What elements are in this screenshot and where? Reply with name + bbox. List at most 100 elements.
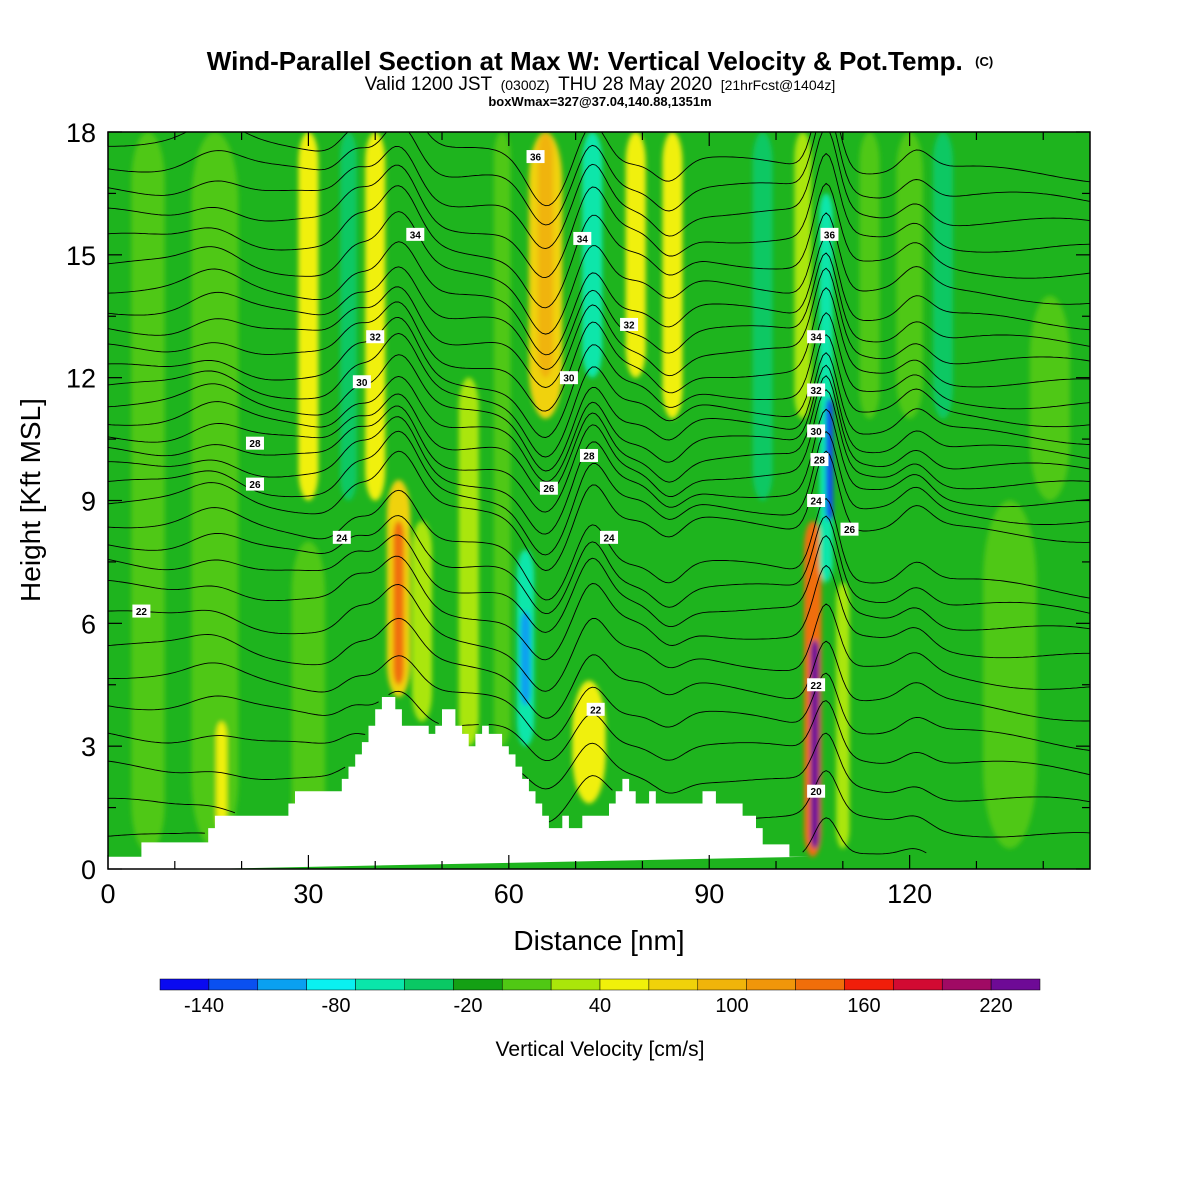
contour-label-text: 24	[811, 497, 823, 508]
contour-label: 28	[245, 436, 264, 450]
theta-contour-line	[108, 584, 1090, 692]
contour-label: 32	[807, 383, 826, 397]
colorbar-segment	[941, 978, 992, 991]
contour-label-text: 34	[410, 230, 422, 241]
contour-label-text: 28	[583, 451, 595, 462]
valid-time-zulu: (0300Z)	[501, 77, 550, 93]
contour-label-box	[810, 453, 829, 467]
colorbar-title: Vertical Velocity [cm/s]	[496, 1038, 705, 1061]
contour-label-box	[526, 150, 545, 164]
valid-time: Valid 1200 JST	[365, 74, 493, 95]
contour-label-text: 34	[577, 234, 589, 245]
colorbar-segment	[257, 978, 307, 991]
colorbar-segment	[893, 978, 943, 991]
x-tick-label: 90	[694, 879, 724, 909]
velocity-feature	[458, 377, 479, 747]
velocity-feature	[933, 132, 954, 419]
velocity-feature	[538, 132, 553, 378]
contour-label-box	[600, 530, 619, 544]
contour-labels: 34 36 34 36 32 32 34 30 30 32 30 28 28 28 26 26 24 26 24 24…	[132, 150, 859, 798]
y-tick-label: 15	[66, 241, 96, 271]
contour-label-box	[840, 522, 859, 536]
contour-label: 22	[586, 702, 605, 716]
colorbar-segment	[550, 978, 601, 991]
contour-label-box	[352, 375, 371, 389]
colorbar-segment	[404, 978, 454, 991]
y-tick-label: 0	[81, 855, 96, 885]
copyright-mark: (C)	[975, 54, 993, 69]
contour-label-box	[132, 604, 151, 618]
theta-contour-line	[108, 152, 1090, 279]
theta-contour-line	[108, 182, 1090, 309]
contour-label-box	[807, 494, 826, 507]
contour-label-box	[332, 530, 351, 544]
contour-label-box	[539, 481, 558, 495]
plot-area: 34 36 34 36 32 32 34 30 30 32 30 28 28 28 26 26 24 26 24 24…	[108, 132, 1090, 912]
contour-label: 34	[573, 231, 592, 245]
velocity-feature	[859, 132, 880, 419]
theta-contour-line	[108, 267, 1090, 388]
y-tick-label: 12	[66, 364, 96, 394]
velocity-feature	[810, 639, 820, 849]
velocity-feature	[520, 611, 531, 706]
theta-contour-line	[108, 375, 1090, 495]
colorbar-segment	[159, 978, 210, 991]
theta-contour-line	[108, 364, 1090, 482]
colorbar-segment	[697, 978, 747, 991]
colorbar-segment	[306, 978, 356, 991]
theta-contour-line	[108, 430, 1090, 556]
theta-contours	[108, 132, 1090, 912]
theta-contour-line	[108, 132, 1090, 226]
terrain	[108, 697, 810, 869]
contour-label: 24	[807, 494, 826, 508]
y-tick-label: 6	[81, 609, 96, 639]
velocity-feature	[340, 132, 357, 501]
theta-contour-line	[108, 534, 1090, 633]
contour-label-text: 30	[356, 378, 368, 389]
contour-label: 32	[366, 330, 385, 344]
contour-label-text: 24	[336, 533, 348, 544]
colorbar-tick-label: -80	[322, 995, 351, 1017]
theta-contour-line	[108, 132, 1090, 207]
contour-label-box	[579, 448, 598, 462]
contour-label: 24	[332, 530, 351, 544]
contour-label: 26	[245, 477, 264, 491]
contour-label-text: 36	[530, 153, 542, 164]
contour-label: 26	[840, 522, 859, 536]
theta-contour-line	[108, 132, 1090, 250]
contour-label: 30	[352, 375, 371, 389]
colorbar-segment	[208, 978, 259, 991]
theta-contour-line	[108, 211, 1090, 335]
colorbar-segment	[844, 978, 894, 991]
colorbar-tick-label: -140	[184, 995, 224, 1017]
contour-label-box	[586, 702, 605, 716]
contour-label-box	[620, 317, 639, 331]
contour-label-text: 24	[603, 533, 615, 544]
theta-contour-line	[108, 690, 1090, 776]
contour-label: 22	[132, 604, 151, 618]
theta-contour-line	[108, 515, 1090, 615]
contour-label-text: 36	[824, 230, 836, 241]
theta-contour-line	[108, 252, 1090, 370]
contour-label-box	[245, 436, 264, 450]
velocity-feature	[582, 132, 603, 378]
colorbar-tick-label: 160	[847, 995, 880, 1017]
contour-label-text: 34	[811, 333, 823, 344]
velocity-feature	[572, 680, 606, 804]
colorbar-tick-label: 220	[979, 995, 1012, 1017]
theta-contour-line	[108, 389, 1090, 513]
x-tick-label: 120	[887, 879, 932, 909]
contour-label: 36	[526, 150, 545, 164]
contour-label-box	[807, 784, 826, 798]
colorbar-segment	[746, 978, 796, 991]
contour-label-box	[807, 678, 826, 692]
colorbar-segment	[501, 978, 552, 991]
contour-label: 26	[539, 481, 558, 495]
colorbar: -140 -80 -20 40 100 160 220	[159, 978, 1041, 1017]
velocity-feature	[393, 520, 404, 685]
chart-subtitle: Valid 1200 JST (0300Z) THU 28 May 2020 […	[365, 74, 836, 95]
x-axis-label: Distance [nm]	[513, 925, 684, 956]
y-axis-label: Height [Kft MSL]	[15, 398, 46, 602]
